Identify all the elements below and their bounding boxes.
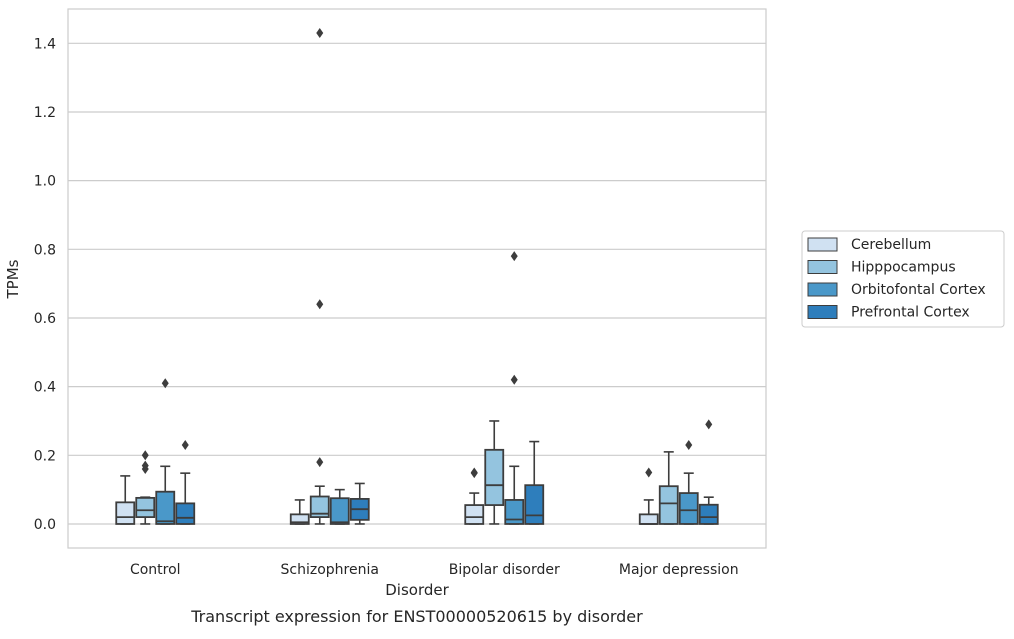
y-tick-label: 1.0 — [34, 174, 56, 190]
legend-frame — [801, 230, 1005, 328]
legend-swatch — [807, 305, 838, 319]
box-0-2 — [155, 378, 176, 525]
box-body — [289, 513, 310, 525]
x-tick-label: Schizophrenia — [281, 562, 379, 578]
outlier-point — [705, 419, 713, 430]
outlier-point — [470, 467, 478, 478]
box-body — [524, 484, 545, 525]
y-tick-label: 0.6 — [34, 311, 56, 327]
box-2-2 — [504, 251, 525, 525]
x-tick-labels: Control Schizophrenia Bipolar disorder Majo… — [130, 562, 739, 578]
outlier-point — [510, 374, 518, 385]
box-0-3 — [175, 440, 196, 525]
outlier-point — [316, 457, 324, 468]
box-body — [309, 495, 330, 519]
box-2-1 — [484, 420, 505, 525]
box-3-3 — [698, 419, 719, 525]
y-tick-label: 0.4 — [34, 380, 56, 396]
box-0-1 — [135, 450, 156, 525]
y-axis-title: TPMs — [4, 259, 22, 299]
box-body — [155, 490, 176, 525]
box-3-1 — [658, 451, 679, 525]
outlier-point — [645, 467, 653, 478]
legend-swatch — [807, 237, 838, 252]
box-3-2 — [678, 440, 699, 525]
x-tick-label: Major depression — [619, 562, 739, 578]
x-tick-label: Bipolar disorder — [449, 562, 560, 578]
box-1-0 — [289, 499, 310, 525]
legend: Cerebellum Hipppocampus Orbitofontal Corte… — [801, 230, 1005, 328]
x-tick-label: Control — [130, 562, 181, 578]
grid-lines — [68, 42, 766, 525]
legend-label: Cerebellum — [851, 237, 931, 253]
box-body — [175, 502, 196, 525]
x-axis-title: Disorder — [385, 581, 449, 599]
box-body — [135, 496, 156, 519]
box-body — [115, 501, 136, 525]
outlier-point — [685, 440, 693, 451]
box-body — [484, 448, 505, 506]
box-3-0 — [638, 467, 659, 525]
y-tick-label: 0.8 — [34, 242, 56, 258]
y-tick-label: 1.2 — [34, 105, 56, 121]
box-1-1 — [309, 28, 330, 525]
outlier-point — [510, 251, 518, 262]
box-body — [638, 513, 659, 525]
plot-frame — [67, 8, 767, 549]
box-body — [698, 503, 719, 525]
outlier-point — [141, 450, 149, 461]
legend-label: Prefrontal Cortex — [851, 305, 970, 321]
outlier-point — [316, 28, 324, 39]
chart-caption: Transcript expression for ENST0000052061… — [190, 607, 643, 626]
boxes — [115, 28, 719, 525]
y-tick-label: 0.0 — [34, 517, 56, 533]
box-2-0 — [464, 467, 485, 525]
y-tick-label: 1.4 — [34, 36, 56, 52]
legend-swatch — [807, 260, 838, 274]
legend-swatch — [807, 282, 838, 297]
outlier-point — [181, 440, 189, 451]
outlier-point — [161, 378, 169, 389]
box-body — [504, 499, 525, 525]
legend-label: Orbitofontal Cortex — [851, 282, 986, 298]
box-body — [658, 485, 679, 525]
legend-label: Hipppocampus — [851, 260, 956, 276]
box-2-3 — [524, 440, 545, 525]
box-body — [329, 497, 350, 525]
y-tick-labels: 0.0 0.2 0.4 0.6 0.8 1.0 1.2 1.4 — [34, 36, 56, 533]
outlier-point — [141, 460, 149, 471]
box-body — [678, 492, 699, 525]
outlier-point — [316, 299, 324, 310]
box-0-0 — [115, 475, 136, 525]
box-body — [464, 504, 485, 525]
box-1-2 — [329, 488, 350, 525]
box-1-3 — [349, 482, 370, 525]
y-tick-label: 0.2 — [34, 448, 56, 464]
